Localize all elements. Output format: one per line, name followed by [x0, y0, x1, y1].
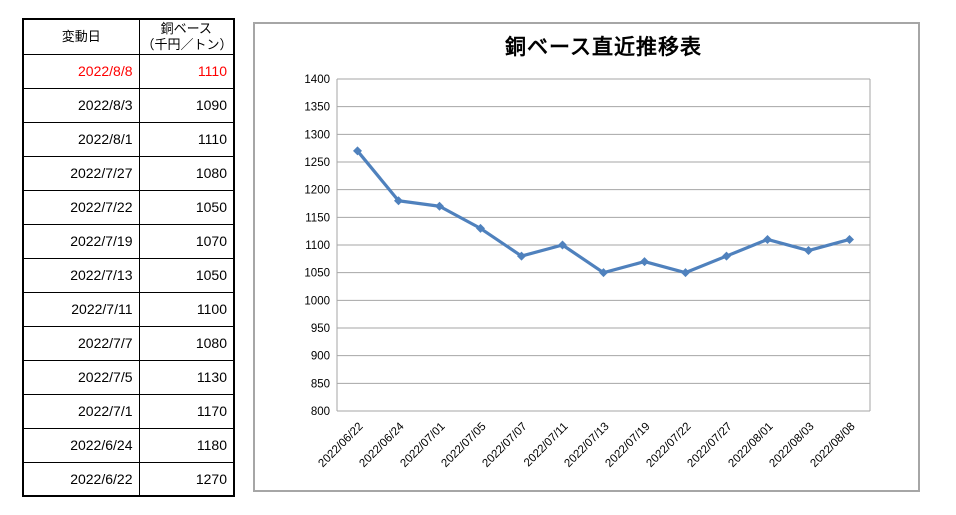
data-point-marker	[517, 251, 526, 261]
value-cell: 1100	[138, 291, 235, 327]
date-cell: 2022/7/11	[22, 291, 140, 327]
y-axis-tick-label: 1400	[304, 74, 330, 86]
value-cell: 1050	[138, 257, 235, 293]
data-point-marker	[722, 251, 731, 261]
value-column-header: 銅ベース （千円／トン）	[138, 18, 235, 55]
date-cell: 2022/8/1	[22, 121, 140, 157]
value-cell: 1170	[138, 393, 235, 429]
table-row: 2022/7/7 1080	[22, 325, 235, 361]
value-column-label-line2: （千円／トン）	[141, 36, 233, 52]
y-axis-tick-label: 800	[311, 406, 330, 418]
value-cell: 1110	[138, 121, 235, 157]
y-axis-tick-label: 850	[311, 378, 330, 390]
value-cell: 1070	[138, 223, 235, 259]
data-point-marker	[763, 234, 772, 244]
date-cell: 2022/8/8	[22, 53, 140, 89]
y-axis-tick-label: 950	[311, 323, 330, 335]
data-point-marker	[558, 240, 567, 250]
value-cell: 1130	[138, 359, 235, 395]
date-cell: 2022/7/5	[22, 359, 140, 395]
data-point-marker	[681, 268, 690, 278]
data-point-marker	[476, 223, 485, 233]
value-cell: 1110	[138, 53, 235, 89]
table-row: 2022/7/19 1070	[22, 223, 235, 259]
table-header-row: 変動日 銅ベース （千円／トン）	[22, 18, 235, 55]
table-row: 2022/7/5 1130	[22, 359, 235, 395]
trend-chart: 800 850 900 950 1000 1050 1100 1150 1200 1250 1300…	[304, 74, 871, 470]
table-row: 2022/6/22 1270	[22, 461, 235, 497]
value-cell: 1180	[138, 427, 235, 463]
trend-chart-frame: 800 850 900 950 1000 1050 1100 1150 1200 1250 1300…	[253, 22, 920, 492]
date-cell: 2022/6/24	[22, 427, 140, 463]
data-point-marker	[640, 257, 649, 267]
date-column-label: 変動日	[61, 28, 101, 44]
data-point-marker	[435, 201, 444, 211]
y-axis-tick-label: 1100	[305, 240, 330, 252]
data-point-marker	[804, 246, 813, 256]
date-cell: 2022/6/22	[22, 461, 140, 497]
data-point-marker	[353, 146, 362, 156]
trend-line	[355, 149, 852, 275]
y-axis-tick-label: 1000	[304, 295, 330, 307]
date-cell: 2022/7/22	[22, 189, 140, 225]
value-cell: 1080	[138, 155, 235, 191]
x-axis-tick-label: 2022/07/07	[480, 421, 529, 470]
date-cell: 2022/8/3	[22, 87, 140, 123]
table-row: 2022/8/3 1090	[22, 87, 235, 123]
date-cell: 2022/7/1	[22, 393, 140, 429]
data-point-marker	[845, 234, 854, 244]
value-cell: 1050	[138, 189, 235, 225]
date-cell: 2022/7/19	[22, 223, 140, 259]
y-axis-tick-label: 1150	[305, 212, 330, 224]
table-row: 2022/6/24 1180	[22, 427, 235, 463]
table-row: 2022/7/13 1050	[22, 257, 235, 293]
y-axis-tick-label: 1050	[304, 268, 330, 280]
table-row: 2022/7/11 1100	[22, 291, 235, 327]
copper-price-table: 変動日 銅ベース （千円／トン） 2022/8/8 1110 2022/8/3 109…	[22, 18, 235, 497]
y-axis-tick-label: 1200	[304, 185, 330, 197]
price-table-body: 2022/8/8 1110 2022/8/3 1090 2022/8/1 1110 2022…	[22, 53, 235, 497]
value-column-label-line1: 銅ベース	[160, 20, 212, 36]
x-axis-tick-label: 2022/08/08	[808, 421, 857, 470]
data-point-marker	[599, 268, 608, 278]
date-cell: 2022/7/13	[22, 257, 140, 293]
date-cell: 2022/7/7	[22, 325, 140, 361]
table-row: 2022/8/1 1110	[22, 121, 235, 157]
table-row: 2022/7/27 1080	[22, 155, 235, 191]
date-column-header: 変動日	[22, 18, 140, 55]
y-axis-tick-label: 1350	[304, 102, 330, 114]
y-axis-tick-label: 900	[311, 351, 330, 363]
value-cell: 1080	[138, 325, 235, 361]
date-cell: 2022/7/27	[22, 155, 140, 191]
chart-title: 銅ベース直近推移表	[505, 36, 702, 59]
table-row: 2022/7/1 1170	[22, 393, 235, 429]
value-cell: 1090	[138, 87, 235, 123]
data-point-marker	[394, 196, 403, 206]
y-axis-tick-label: 1250	[304, 157, 330, 169]
y-axis-tick-label: 1300	[304, 129, 330, 141]
value-cell: 1270	[138, 461, 235, 497]
table-row: 2022/7/22 1050	[22, 189, 235, 225]
table-row: 2022/8/8 1110	[22, 53, 235, 89]
